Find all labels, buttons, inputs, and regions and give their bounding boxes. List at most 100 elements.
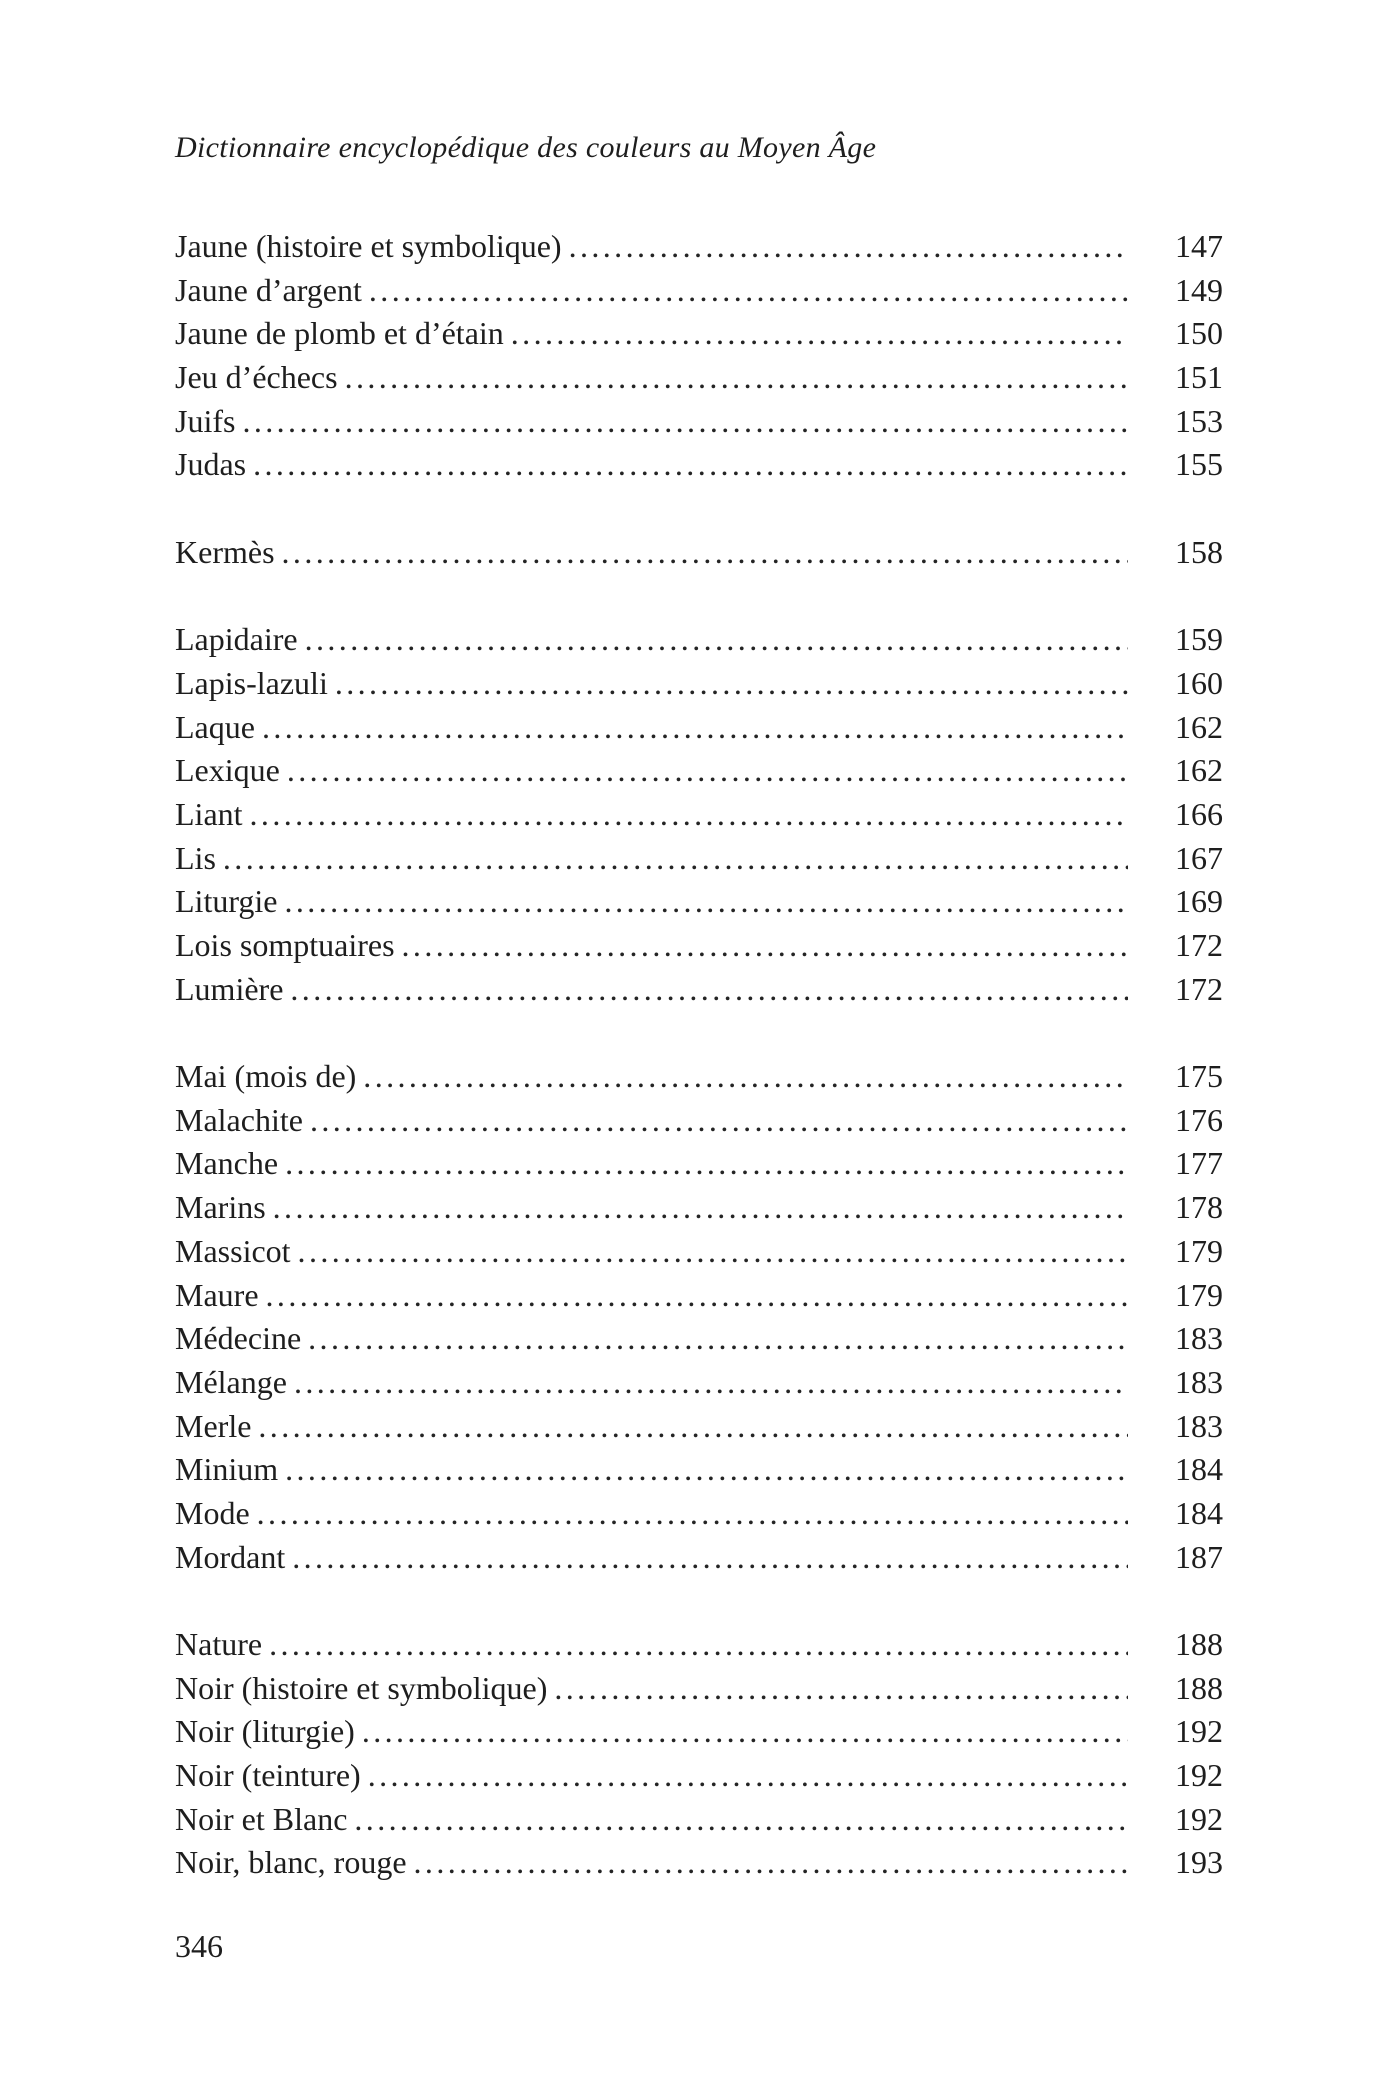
dot-leader: [235, 400, 1128, 444]
toc-entry-label: Marins: [175, 1189, 266, 1226]
toc-entry: Massicot 179: [175, 1230, 1223, 1274]
toc-entry-label: Minium: [175, 1451, 279, 1488]
dot-leader: [355, 1710, 1128, 1754]
toc-entry-page: 179: [1175, 1232, 1223, 1269]
dot-leader: [562, 225, 1128, 269]
toc-entry: Médecine 183: [175, 1317, 1223, 1361]
toc-entry: Noir (histoire et symbolique) 188: [175, 1667, 1223, 1711]
dot-leader: [291, 1230, 1128, 1274]
toc-entry: Mordant 187: [175, 1536, 1223, 1580]
toc-entry-page: 153: [1175, 402, 1223, 439]
dot-leader: [275, 531, 1128, 575]
toc-entry-page: 155: [1175, 446, 1223, 483]
toc-entry-label: Jeu d’échecs: [175, 359, 338, 396]
toc-entry: Marins 178: [175, 1186, 1223, 1230]
toc-entry-label: Jaune d’argent: [175, 271, 362, 308]
toc-entry-page: 179: [1175, 1276, 1223, 1313]
dot-leader: [362, 269, 1128, 313]
toc-entry: Noir (teinture) 192: [175, 1754, 1223, 1798]
toc-group: Kermès 158: [175, 531, 1223, 575]
toc-entry: Judas 155: [175, 443, 1223, 487]
toc-entry-label: Merle: [175, 1407, 252, 1444]
toc-entry: Lis 167: [175, 837, 1223, 881]
toc-entry: Kermès 158: [175, 531, 1223, 575]
toc-entry-page: 159: [1175, 621, 1223, 658]
toc-entry-label: Noir et Blanc: [175, 1800, 348, 1837]
toc-entry-page: 192: [1175, 1713, 1223, 1750]
toc-entry-page: 183: [1175, 1407, 1223, 1444]
dot-leader: [283, 968, 1128, 1012]
toc-entry: Mélange 183: [175, 1361, 1223, 1405]
dot-leader: [250, 1492, 1128, 1536]
toc-entry: Merle 183: [175, 1405, 1223, 1449]
dot-leader: [395, 924, 1128, 968]
toc-entry-page: 178: [1175, 1189, 1223, 1226]
toc-entry: Laque 162: [175, 706, 1223, 750]
dot-leader: [504, 312, 1128, 356]
toc-entry-label: Nature: [175, 1626, 263, 1662]
running-header: Dictionnaire encyclopédique des couleurs…: [175, 131, 877, 164]
toc-entry-label: Mode: [175, 1494, 250, 1531]
toc-entry-label: Maure: [175, 1276, 259, 1313]
toc-entry-page: 175: [1175, 1058, 1223, 1095]
toc-entry-label: Lexique: [175, 752, 280, 789]
toc-entry: Nature 188: [175, 1623, 1223, 1667]
toc-entry-page: 184: [1175, 1451, 1223, 1488]
toc-group: Mai (mois de) 175 Malachite 176 Manche 1…: [175, 1055, 1223, 1579]
toc-entry: Jaune de plomb et d’étain 150: [175, 312, 1223, 356]
toc-entry: Liturgie 169: [175, 880, 1223, 924]
toc-entry-label: Mai (mois de): [175, 1058, 357, 1095]
dot-leader: [280, 749, 1128, 793]
dot-leader: [547, 1667, 1128, 1711]
toc-entry-label: Massicot: [175, 1232, 291, 1269]
dot-leader: [301, 1317, 1128, 1361]
toc-entry: Lumière 172: [175, 968, 1223, 1012]
dot-leader: [216, 837, 1128, 881]
dot-leader: [278, 880, 1129, 924]
toc-entry-page: 160: [1175, 664, 1223, 701]
dot-leader: [259, 1274, 1128, 1318]
toc-entry-label: Liturgie: [175, 883, 278, 920]
dot-leader: [243, 793, 1128, 837]
toc-entry-page: 176: [1175, 1101, 1223, 1138]
toc-entry-page: 169: [1175, 883, 1223, 920]
dot-leader: [328, 662, 1128, 706]
dot-leader: [287, 1361, 1128, 1405]
toc-entry-page: 188: [1175, 1626, 1223, 1662]
dot-leader: [298, 618, 1128, 662]
toc-entry-label: Jaune de plomb et d’étain: [175, 315, 504, 352]
dot-leader: [347, 1798, 1128, 1842]
toc-entry-page: 184: [1175, 1494, 1223, 1531]
toc-entry-label: Jaune (histoire et symbolique): [175, 228, 562, 264]
toc-entry-label: Juifs: [175, 402, 236, 439]
dot-leader: [262, 1623, 1128, 1667]
toc-entry-page: 167: [1175, 839, 1223, 876]
toc-entry-page: 183: [1175, 1320, 1223, 1357]
toc-entry-label: Manche: [175, 1145, 279, 1182]
toc-entry: Jaune d’argent 149: [175, 269, 1223, 313]
toc-entry-page: 150: [1175, 315, 1223, 352]
dot-leader: [356, 1055, 1128, 1099]
dot-leader: [246, 443, 1128, 487]
toc-entry-page: 162: [1175, 708, 1223, 745]
toc-entry-label: Liant: [175, 795, 243, 832]
toc-entry-page: 183: [1175, 1363, 1223, 1400]
dot-leader: [407, 1841, 1128, 1885]
toc-entry: Malachite 176: [175, 1099, 1223, 1143]
toc-list: Jaune (histoire et symbolique) 147 Jaune…: [175, 225, 1223, 1885]
toc-entry-page: 151: [1175, 359, 1223, 396]
dot-leader: [361, 1754, 1128, 1798]
toc-entry: Juifs 153: [175, 400, 1223, 444]
dot-leader: [278, 1448, 1128, 1492]
toc-entry-label: Lois somptuaires: [175, 927, 395, 963]
toc-entry-page: 188: [1175, 1669, 1223, 1706]
dot-leader: [266, 1186, 1128, 1230]
toc-entry-page: 147: [1175, 228, 1223, 264]
toc-entry-page: 193: [1175, 1844, 1223, 1881]
toc-entry-page: 162: [1175, 752, 1223, 789]
toc-entry-page: 166: [1175, 795, 1223, 832]
toc-entry-page: 192: [1175, 1757, 1223, 1794]
toc-entry-page: 149: [1175, 271, 1223, 308]
toc-group: Jaune (histoire et symbolique) 147 Jaune…: [175, 225, 1223, 487]
